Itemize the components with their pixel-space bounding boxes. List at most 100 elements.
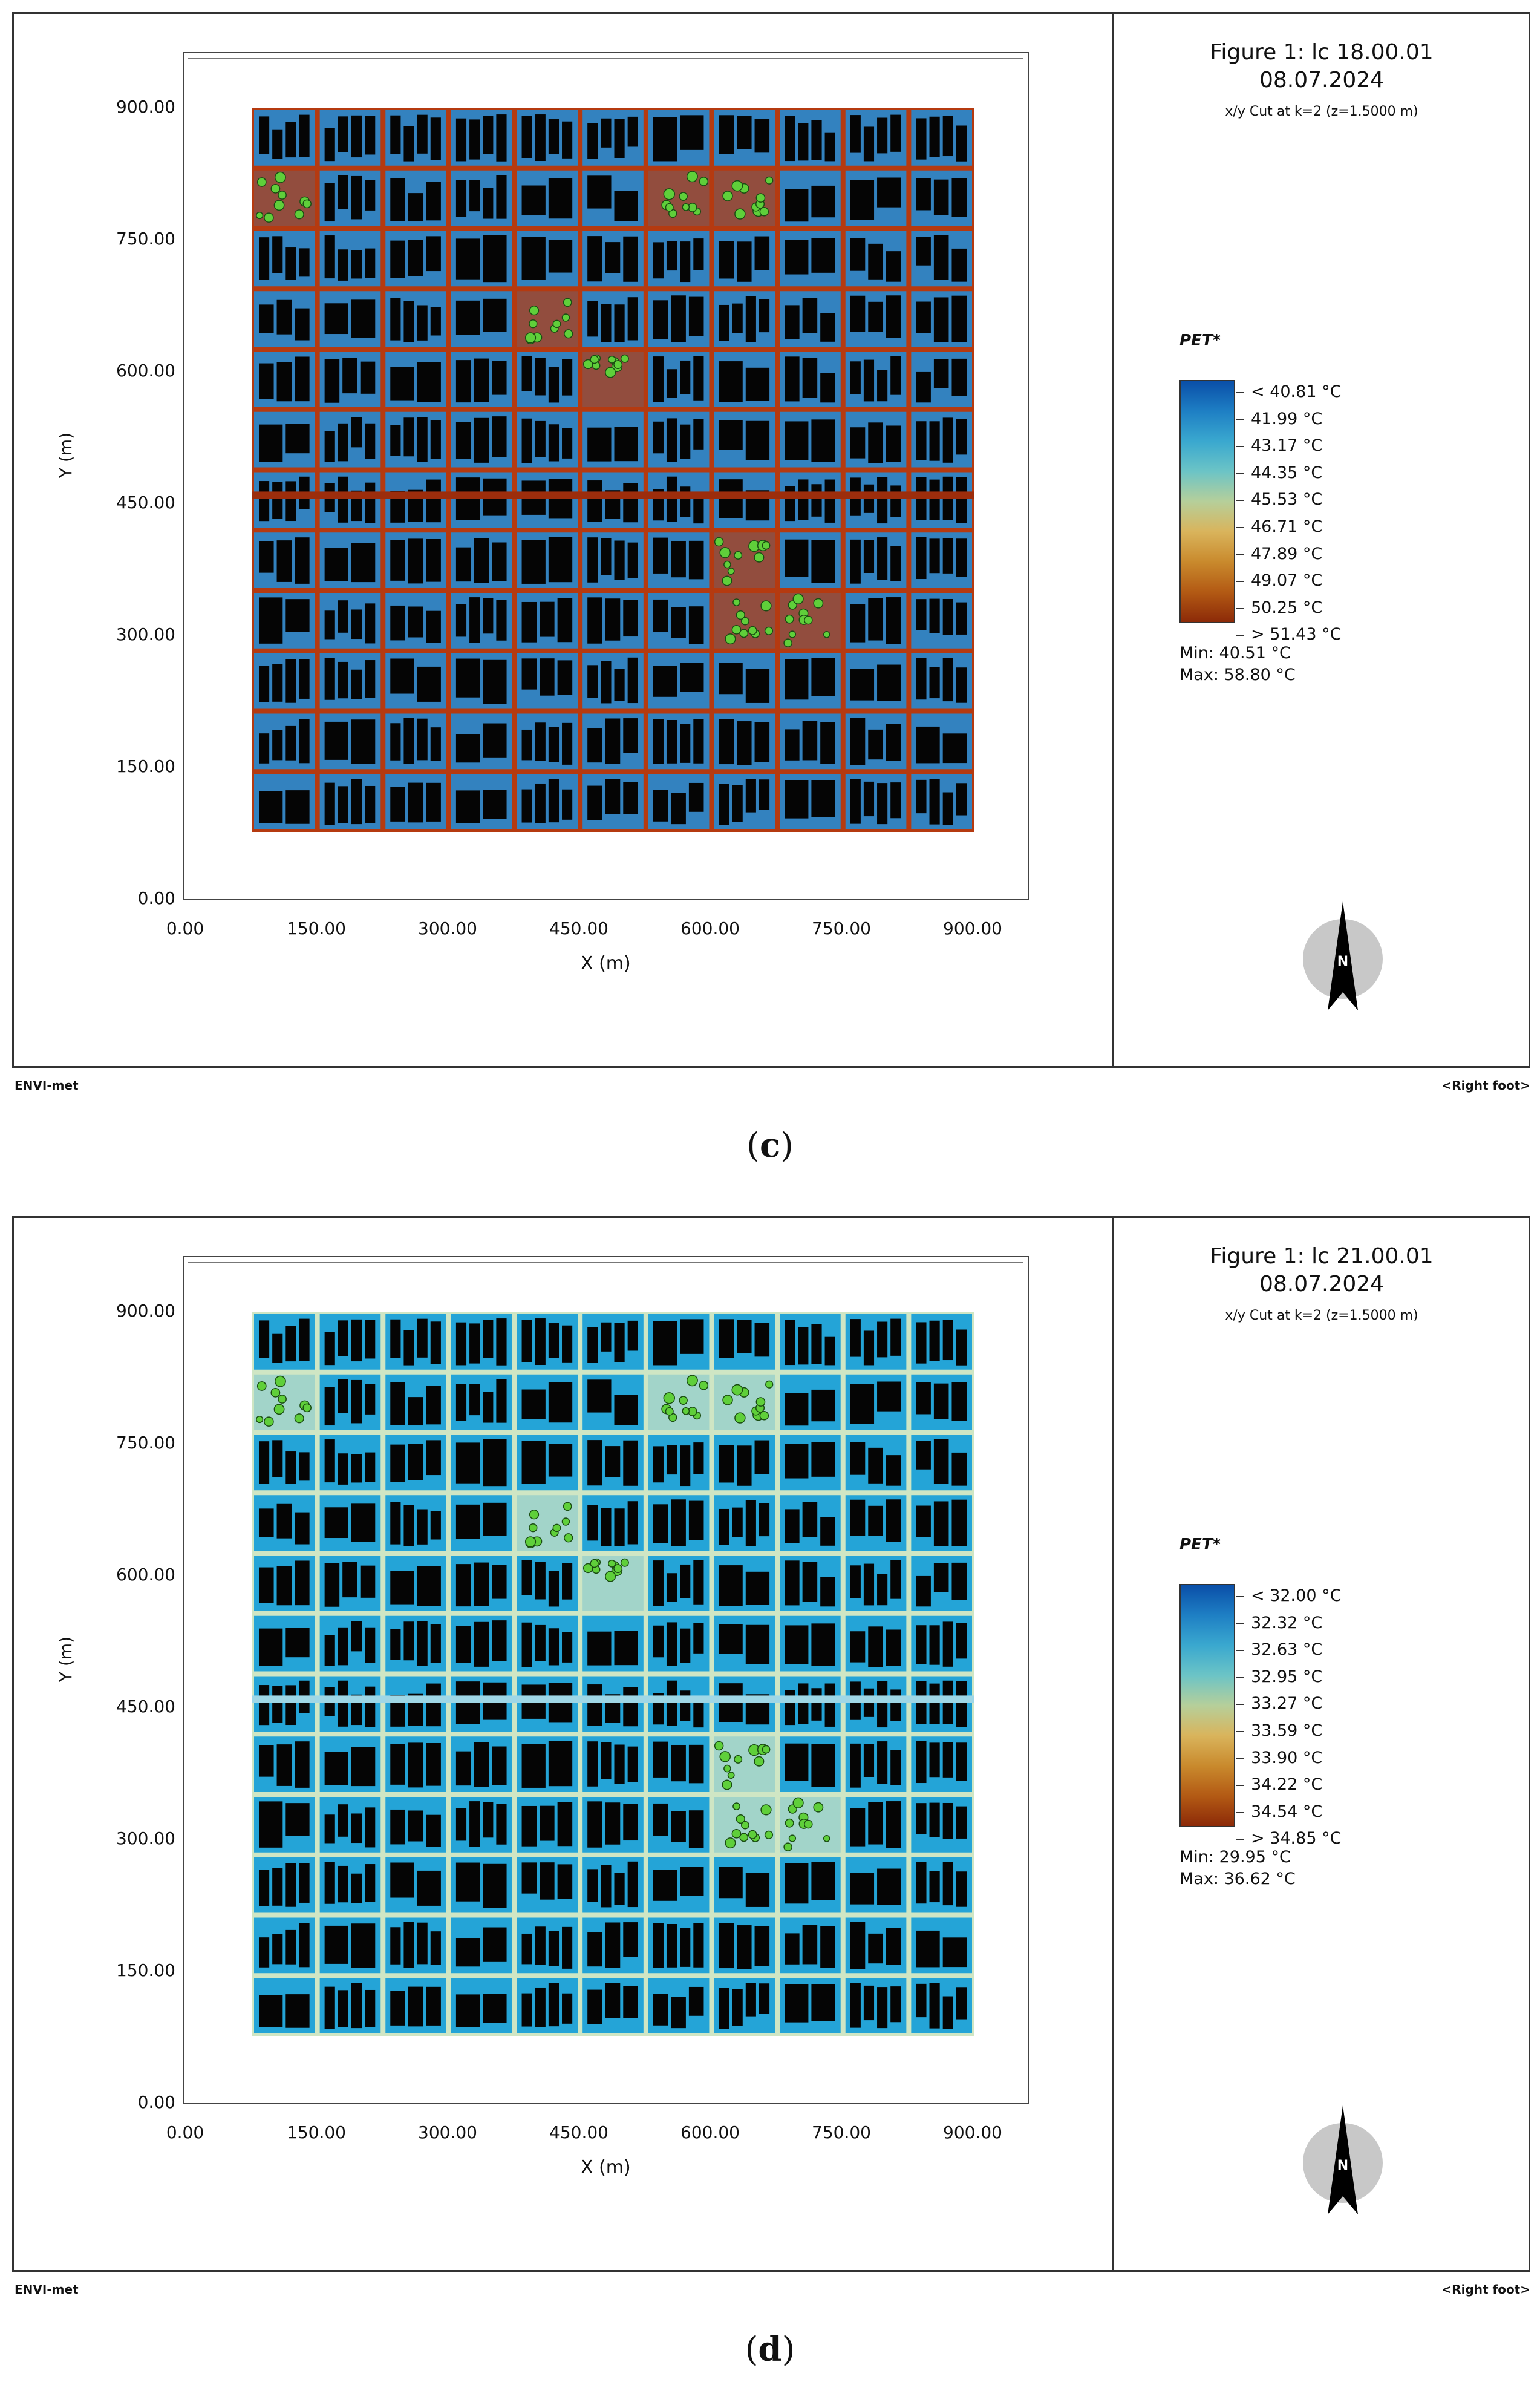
building [338, 476, 348, 523]
building [719, 1445, 734, 1483]
building [259, 541, 274, 573]
building [877, 117, 888, 154]
building [548, 424, 560, 462]
building [285, 424, 310, 454]
tree-icon [561, 1517, 570, 1526]
building [338, 175, 348, 209]
tree-icon [679, 1396, 688, 1405]
building [877, 783, 888, 825]
tree-icon [739, 629, 749, 638]
building [521, 658, 537, 690]
tree-icon [529, 1510, 540, 1520]
building [811, 484, 822, 517]
building [653, 1446, 664, 1483]
building [483, 1863, 507, 1908]
building [351, 1923, 376, 1968]
building [605, 242, 621, 273]
tree-icon [754, 1756, 765, 1767]
building [557, 660, 573, 695]
building [272, 1440, 283, 1477]
building [820, 1577, 835, 1607]
building [916, 726, 940, 764]
building [653, 242, 664, 279]
building [850, 1442, 866, 1475]
building [850, 539, 861, 584]
building [688, 540, 704, 580]
building [324, 1507, 348, 1539]
building [455, 1994, 480, 2027]
building [535, 114, 546, 162]
y-tick-label: 0.00 [137, 2092, 175, 2112]
building [614, 304, 625, 342]
building [455, 547, 471, 582]
building [365, 785, 376, 823]
building [455, 1322, 467, 1366]
building [890, 114, 901, 152]
building [535, 1562, 546, 1600]
building [785, 1690, 795, 1726]
building [365, 603, 376, 644]
building [850, 718, 866, 765]
building [719, 361, 743, 402]
legend-tick [1236, 446, 1244, 448]
tree-icon [714, 1741, 724, 1751]
building [521, 729, 532, 761]
building [483, 1802, 494, 1838]
building [455, 300, 480, 335]
building [680, 360, 691, 394]
building [929, 1871, 940, 1903]
building [390, 425, 401, 456]
building [824, 1683, 835, 1727]
tree-icon [524, 332, 537, 344]
tree-icon [529, 306, 540, 316]
building [868, 243, 883, 280]
building [666, 1680, 677, 1726]
building [811, 658, 835, 696]
building [942, 792, 953, 825]
building [886, 597, 901, 644]
building [811, 780, 835, 817]
building [403, 301, 414, 342]
building [850, 238, 866, 271]
building [601, 118, 612, 148]
legend-label: 47.89 °C [1251, 544, 1323, 563]
building [324, 1563, 340, 1607]
building [483, 1502, 507, 1536]
building [351, 1621, 362, 1652]
building [324, 1752, 348, 1785]
legend-label: 34.54 °C [1251, 1802, 1323, 1821]
tree-icon [256, 1415, 264, 1424]
building [521, 1441, 546, 1484]
building [299, 1923, 310, 1968]
building [430, 1624, 441, 1663]
building [956, 602, 967, 635]
building [455, 604, 467, 637]
building [719, 1508, 729, 1545]
building [455, 1751, 471, 1786]
building [850, 1983, 861, 2028]
building [351, 1503, 376, 1542]
tree-icon [719, 1751, 731, 1762]
map-ground [252, 1312, 974, 2036]
tree-icon [785, 614, 794, 624]
tree-icon [273, 200, 285, 211]
building [719, 1867, 743, 1899]
tree-icon [739, 1833, 749, 1842]
building [820, 1517, 835, 1546]
building [417, 362, 441, 402]
building [390, 540, 405, 581]
tree-icon [734, 551, 743, 560]
building [623, 1440, 638, 1486]
tree-icon [748, 1830, 757, 1839]
legend-tick [1236, 1650, 1244, 1652]
legend-label: 49.07 °C [1251, 571, 1323, 591]
building [759, 1983, 770, 2014]
building [671, 793, 686, 825]
building [693, 419, 704, 450]
building [483, 1439, 507, 1487]
building [259, 1745, 274, 1777]
y-tick-label: 300.00 [116, 624, 175, 644]
building [877, 177, 901, 208]
building [942, 116, 953, 157]
building [285, 1451, 296, 1484]
